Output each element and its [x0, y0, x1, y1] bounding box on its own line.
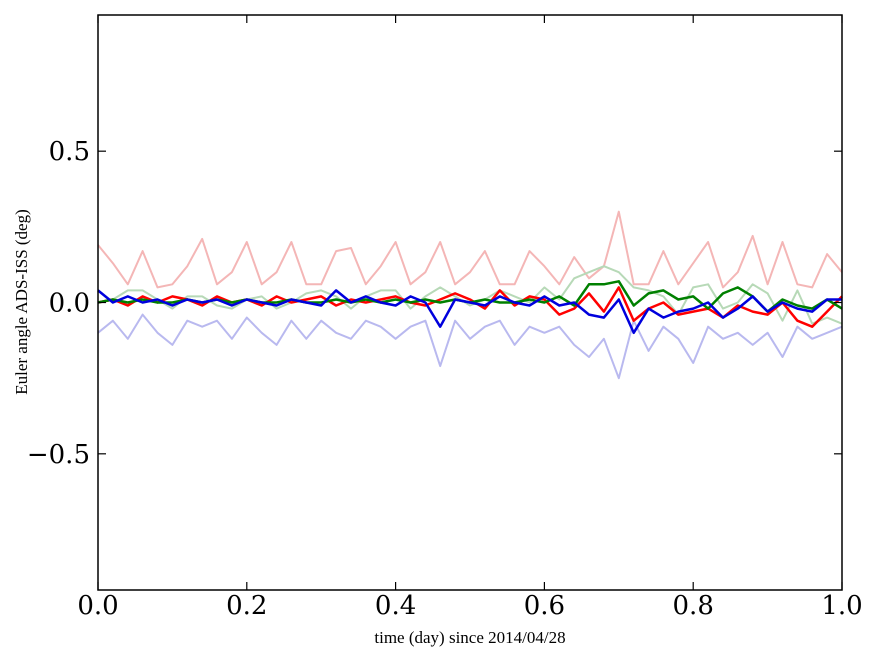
x-tick-label-0: 0.0 — [77, 591, 118, 621]
y-tick-label-1: 0.0 — [49, 289, 90, 319]
x-tick-label-2: 0.4 — [375, 591, 416, 621]
y-tick-label-2: 0.5 — [49, 137, 90, 167]
series-line-1 — [97, 210, 843, 289]
series-layer — [97, 210, 843, 380]
series-line-4 — [97, 286, 843, 328]
x-tick-label-5: 1.0 — [821, 591, 862, 621]
ticks-layer: 0.0 0.2 0.4 0.6 0.8 1.0 −0.5 0.0 0.5 — [27, 15, 863, 621]
series-line-3 — [97, 313, 843, 380]
x-tick-label-1: 0.2 — [226, 591, 267, 621]
series-line-6 — [97, 289, 842, 335]
x-tick-label-3: 0.6 — [524, 591, 565, 621]
series-line-2 — [97, 265, 843, 325]
series-line-5 — [97, 280, 843, 313]
x-tick-label-4: 0.8 — [673, 591, 714, 621]
y-axis-label: Euler angle ADS-ISS (deg) — [12, 209, 31, 395]
y-tick-label-0: −0.5 — [27, 440, 90, 470]
x-axis-label: time (day) since 2014/04/28 — [374, 628, 565, 647]
